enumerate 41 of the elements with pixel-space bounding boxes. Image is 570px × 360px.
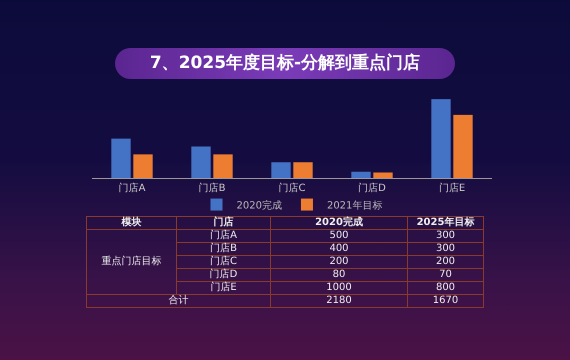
- text: 门店: [176, 216, 270, 230]
- text: 2025年目标: [408, 216, 484, 230]
- category-label: 门店A: [176, 230, 270, 242]
- bar: [191, 146, 211, 178]
- legend-label: 2021年目标: [326, 199, 382, 212]
- data-label: 80: [270, 268, 408, 282]
- text: 2180: [326, 295, 352, 306]
- x-tick-label: 门店A: [118, 182, 146, 194]
- bar: [271, 162, 291, 178]
- bar: [453, 114, 473, 178]
- text: 1670: [432, 295, 458, 306]
- chart-title: 7、2025年度目标-分解到重点门店: [115, 48, 455, 79]
- text: 合计: [86, 294, 270, 308]
- bar: [351, 172, 371, 178]
- data-label: 400: [270, 242, 408, 256]
- x-tick-label: 门店D: [358, 182, 386, 194]
- bar: [293, 162, 313, 178]
- bar: [133, 154, 153, 178]
- x-tick-label: 门店C: [278, 182, 306, 194]
- bar: [111, 138, 131, 178]
- text: 模块: [86, 216, 176, 230]
- x-tick-label: 门店E: [438, 182, 466, 194]
- bar: [431, 99, 451, 178]
- legend-label: 2020完成: [236, 199, 282, 212]
- category-label: 门店B: [176, 242, 270, 256]
- data-label: 200: [270, 256, 408, 268]
- data-label: 300: [408, 242, 484, 256]
- data-label: 300: [408, 230, 484, 242]
- data-label: 500: [270, 230, 408, 242]
- data-label: 1000: [270, 282, 408, 294]
- category-label: 门店E: [176, 282, 270, 294]
- x-tick-label: 门店B: [198, 182, 226, 194]
- data-label: 200: [408, 256, 484, 268]
- category-label: 门店C: [176, 256, 270, 268]
- text: 2020完成: [270, 216, 408, 230]
- bar: [373, 172, 393, 178]
- data-label: 800: [408, 282, 484, 294]
- text: 重点门店目标: [86, 230, 176, 294]
- bar: [213, 154, 233, 178]
- data-label: 70: [408, 268, 484, 282]
- category-label: 门店D: [176, 268, 270, 282]
